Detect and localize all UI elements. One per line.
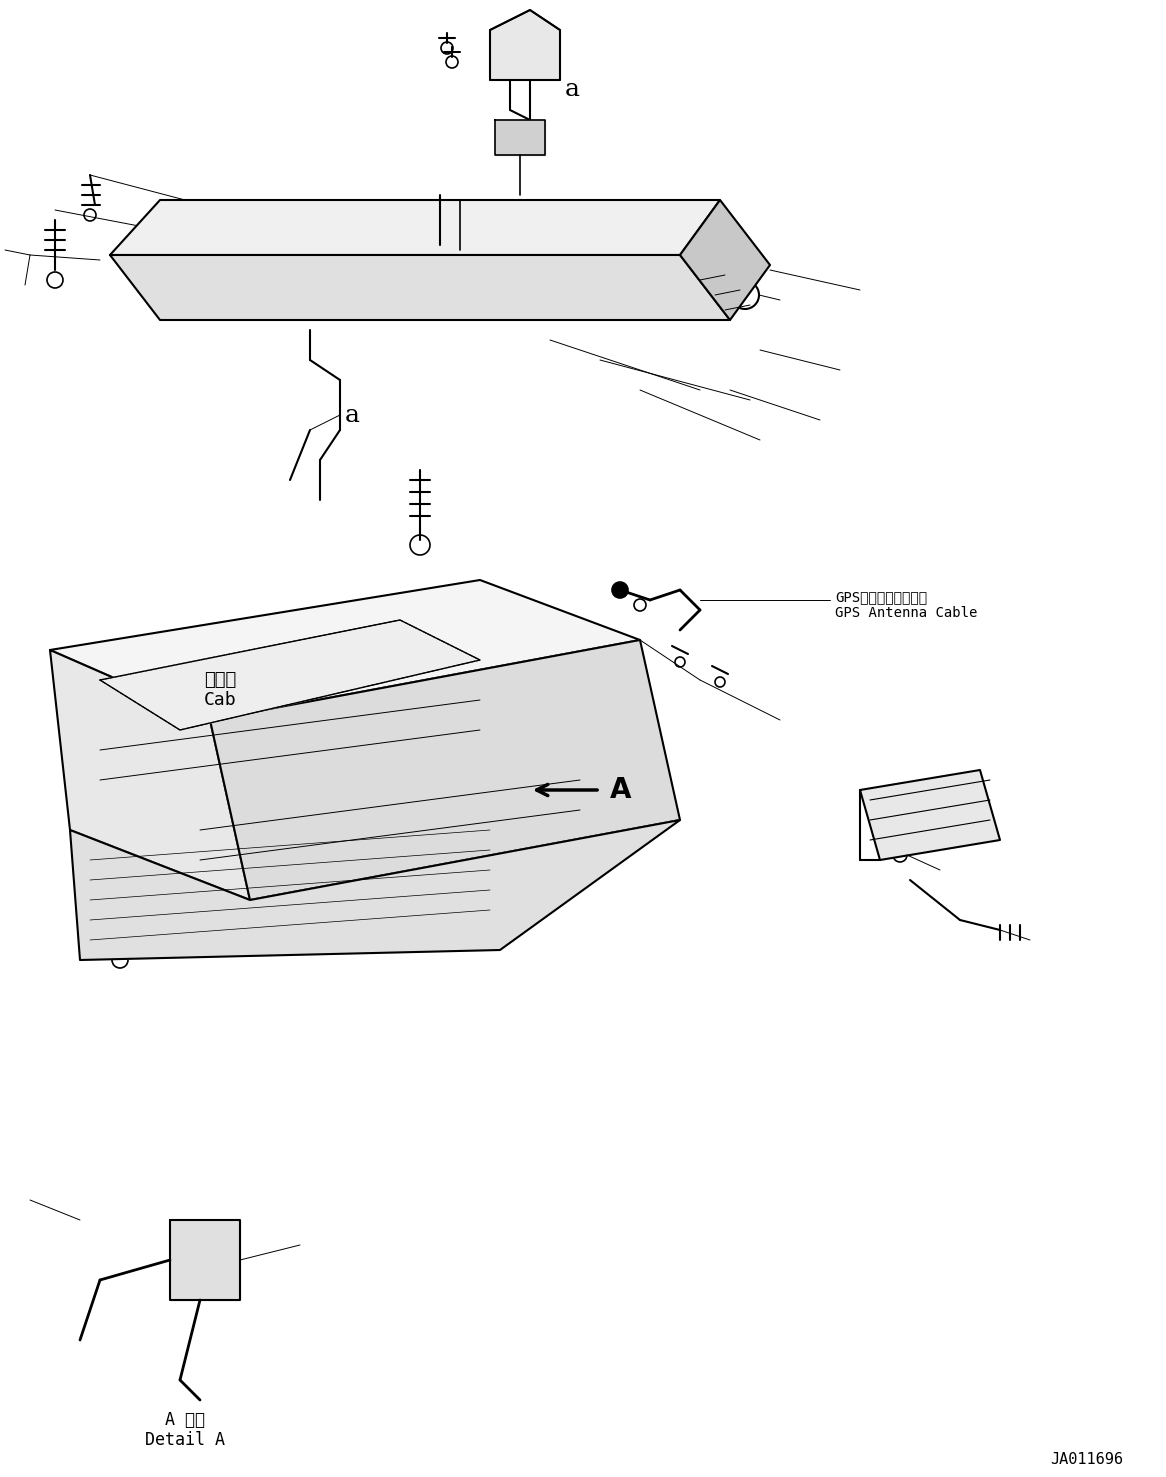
Text: a: a xyxy=(345,403,360,427)
Polygon shape xyxy=(50,580,640,719)
Polygon shape xyxy=(210,640,680,899)
Circle shape xyxy=(612,582,628,598)
Text: JA011696: JA011696 xyxy=(1051,1452,1123,1468)
Text: Detail A: Detail A xyxy=(145,1431,225,1449)
Polygon shape xyxy=(170,1220,240,1300)
Polygon shape xyxy=(490,10,560,80)
Text: キャブ: キャブ xyxy=(204,671,237,688)
Text: GPS Antenna Cable: GPS Antenna Cable xyxy=(835,606,977,620)
Polygon shape xyxy=(861,770,1000,860)
Polygon shape xyxy=(110,256,730,321)
Text: GPSアンテナケーブル: GPSアンテナケーブル xyxy=(835,589,927,604)
Text: A: A xyxy=(610,775,632,803)
Text: a: a xyxy=(566,78,580,102)
Text: A 詳細: A 詳細 xyxy=(166,1411,205,1430)
Polygon shape xyxy=(50,650,250,899)
Polygon shape xyxy=(496,120,545,155)
Polygon shape xyxy=(680,199,770,321)
Polygon shape xyxy=(100,620,480,730)
Polygon shape xyxy=(110,199,719,256)
Polygon shape xyxy=(70,820,680,960)
Text: Cab: Cab xyxy=(204,691,237,709)
